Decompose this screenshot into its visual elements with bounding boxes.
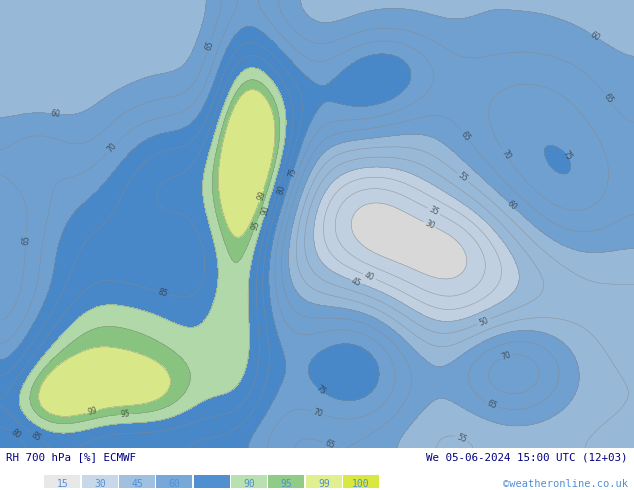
- Text: 50: 50: [477, 316, 490, 328]
- Text: RH 700 hPa [%] ECMWF: RH 700 hPa [%] ECMWF: [6, 453, 136, 463]
- Bar: [44, 475, 81, 488]
- Bar: [119, 475, 155, 488]
- Text: 55: 55: [456, 171, 469, 184]
- Text: 45: 45: [351, 276, 363, 288]
- Text: 90: 90: [260, 205, 272, 217]
- Text: 70: 70: [311, 407, 323, 419]
- Text: 30: 30: [94, 479, 106, 489]
- Text: 85: 85: [30, 430, 42, 443]
- Text: 40: 40: [363, 270, 375, 283]
- Bar: [194, 475, 230, 488]
- Text: 80: 80: [276, 184, 288, 196]
- Text: 99: 99: [318, 479, 330, 489]
- Text: 15: 15: [56, 479, 68, 489]
- Text: 60: 60: [589, 30, 602, 43]
- Text: 95: 95: [281, 479, 292, 489]
- Text: 80: 80: [9, 428, 22, 441]
- Bar: [82, 475, 118, 488]
- Text: We 05-06-2024 15:00 UTC (12+03): We 05-06-2024 15:00 UTC (12+03): [426, 453, 628, 463]
- Text: 75: 75: [560, 149, 573, 162]
- Bar: [268, 475, 304, 488]
- Text: 65: 65: [459, 129, 472, 143]
- Text: 70: 70: [105, 142, 119, 155]
- Text: 65: 65: [204, 40, 215, 52]
- Text: 65: 65: [602, 92, 615, 105]
- Bar: [343, 475, 379, 488]
- Text: ©weatheronline.co.uk: ©weatheronline.co.uk: [503, 479, 628, 489]
- Text: 65: 65: [485, 398, 498, 411]
- Text: 99: 99: [256, 190, 268, 202]
- Bar: [157, 475, 193, 488]
- Text: 70: 70: [499, 148, 512, 161]
- Text: 60: 60: [51, 109, 61, 119]
- Text: 45: 45: [131, 479, 143, 489]
- Text: 35: 35: [427, 205, 440, 218]
- Text: 75: 75: [206, 479, 217, 489]
- Text: 75: 75: [314, 384, 327, 396]
- Text: 65: 65: [323, 438, 336, 450]
- Text: 55: 55: [455, 432, 468, 444]
- Text: 30: 30: [424, 219, 436, 231]
- Text: 60: 60: [169, 479, 180, 489]
- Bar: [231, 475, 267, 488]
- Text: 60: 60: [505, 198, 519, 212]
- Text: 100: 100: [353, 479, 370, 489]
- Text: 75: 75: [287, 166, 298, 178]
- Text: 85: 85: [157, 287, 169, 298]
- Text: 70: 70: [500, 350, 512, 362]
- Text: 65: 65: [21, 234, 31, 245]
- Text: 95: 95: [250, 219, 261, 231]
- Bar: [306, 475, 342, 488]
- Text: 95: 95: [120, 409, 131, 419]
- Text: 90: 90: [243, 479, 255, 489]
- Text: 99: 99: [87, 406, 98, 417]
